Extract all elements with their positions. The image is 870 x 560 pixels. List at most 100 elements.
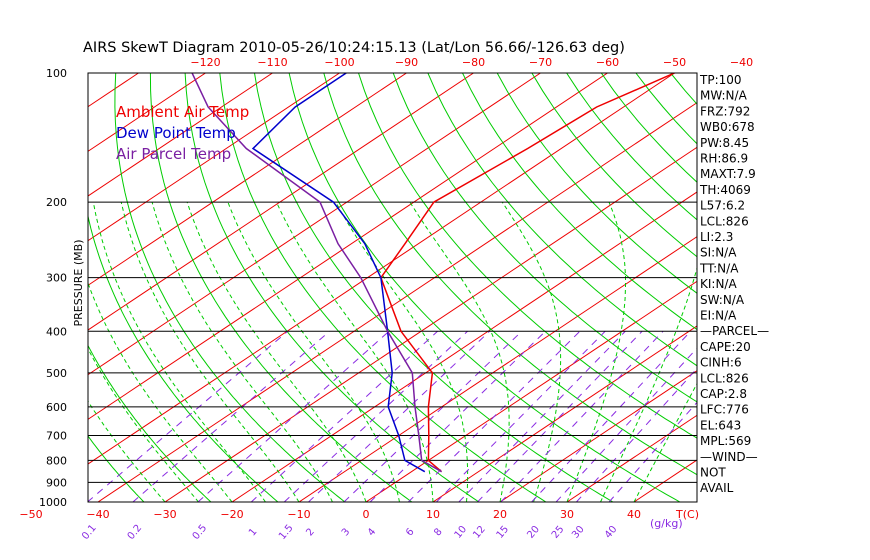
top-temp-tick-label: −70 — [529, 56, 552, 69]
stat-label: —WIND— — [700, 450, 758, 464]
series-line-ambient — [380, 73, 675, 473]
mixing-ratio-line — [197, 330, 390, 502]
bottom-temp-tick-label: 0 — [363, 508, 370, 521]
top-temp-tick-label: −100 — [324, 56, 354, 69]
mixing-ratio-line — [283, 330, 468, 502]
dry-adiabat-line — [323, 73, 697, 476]
pressure-tick-label: 800 — [46, 454, 67, 467]
mixing-ratio-tick-label: 6 — [404, 526, 417, 538]
pressure-tick-label: 100 — [46, 67, 67, 80]
legend-dew-point-temp: Dew Point Temp — [116, 124, 236, 142]
isotherm-line — [97, 102, 697, 502]
isotherm-line — [365, 280, 697, 502]
top-temp-tick-label: −50 — [663, 56, 686, 69]
bottom-temp-unit: T(C) — [675, 508, 699, 521]
mixing-ratio-tick-label: 4 — [366, 526, 379, 538]
top-temp-tick-label: −40 — [730, 56, 753, 69]
isotherm-line — [88, 73, 206, 152]
isotherm-line — [88, 73, 541, 376]
mixing-ratio-line — [308, 330, 490, 502]
stat-label: FRZ:792 — [700, 104, 750, 118]
isotherm-line — [432, 325, 697, 502]
top-temp-tick-label: −110 — [257, 56, 287, 69]
dry-adiabat-line — [531, 73, 697, 258]
stat-label: MPL:569 — [700, 434, 751, 448]
dry-adiabat-line — [184, 73, 480, 502]
plot-frame — [87, 72, 698, 503]
stat-label: EI:N/A — [700, 309, 737, 323]
isotherm-line — [566, 414, 697, 502]
isotherm-line — [298, 236, 697, 502]
mixing-ratio-line — [250, 330, 438, 502]
mixing-ratio-line — [132, 330, 330, 502]
stat-label: EL:643 — [700, 418, 741, 432]
stat-label: CINH:6 — [700, 356, 742, 370]
top-temp-tick-label: −90 — [395, 56, 418, 69]
mixing-ratio-line — [369, 330, 546, 502]
bottom-temp-tick-label: −20 — [220, 508, 243, 521]
bottom-temp-tick-label: −50 — [19, 508, 42, 521]
moist-adiabat-line — [600, 266, 697, 502]
isotherm-line — [88, 73, 474, 331]
pressure-tick-label: 500 — [46, 367, 67, 380]
isotherm-line — [88, 73, 340, 242]
stat-label: —PARCEL— — [700, 324, 769, 338]
legend-air-parcel-temp: Air Parcel Temp — [116, 145, 231, 163]
dry-adiabat-line — [219, 73, 547, 502]
stat-label: LCL:826 — [700, 371, 749, 385]
dry-adiabat-line — [496, 73, 697, 294]
stat-label: PW:8.45 — [700, 136, 749, 150]
moist-adiabat-line — [409, 201, 510, 502]
pressure-tick-label: 400 — [46, 325, 67, 338]
chart-title: AIRS SkewT Diagram 2010-05-26/10:24:15.1… — [83, 40, 625, 56]
mixing-ratio-tick-label: 1 — [247, 526, 260, 538]
stat-label: RH:86.9 — [700, 152, 748, 166]
pressure-tick-label: 300 — [46, 272, 67, 285]
stat-label: NOT — [700, 466, 726, 480]
pressure-tick-label: 900 — [46, 476, 67, 489]
mixing-ratio-tick-label: 3 — [340, 526, 353, 538]
mixing-ratio-line — [500, 330, 664, 502]
dry-adiabat-line — [88, 435, 145, 502]
mixing-ratio-line — [458, 330, 626, 502]
bottom-temp-tick-label: 30 — [560, 508, 574, 521]
dry-adiabat-line — [392, 73, 697, 403]
mixing-ratio-line — [88, 330, 289, 502]
dry-adiabat-line — [462, 73, 697, 331]
mixing-ratio-line — [343, 330, 523, 502]
top-temp-tick-label: −120 — [190, 56, 220, 69]
mixing-ratio-unit: (g/kg) — [650, 517, 683, 530]
stat-label: CAP:2.8 — [700, 387, 747, 401]
isotherm-line — [88, 73, 273, 197]
isotherm-line — [231, 191, 697, 502]
stat-label: SI:N/A — [700, 246, 737, 260]
pressure-tick-label: 700 — [46, 430, 67, 443]
mixing-ratio-tick-label: 2 — [304, 526, 317, 538]
isotherm-line — [164, 146, 697, 502]
stat-label: TT:N/A — [699, 261, 739, 275]
dry-adiabat-line — [427, 73, 697, 367]
stat-label: WB0:678 — [700, 120, 755, 134]
mixing-ratio-line — [407, 330, 581, 502]
moist-adiabat-line — [227, 201, 400, 502]
stat-label: MW:N/A — [700, 89, 748, 103]
mixing-ratio-line — [436, 330, 606, 502]
stat-label: AVAIL — [700, 481, 734, 495]
stat-label: LCL:826 — [700, 214, 749, 228]
bottom-temp-tick-label: −40 — [86, 508, 109, 521]
series-line-dew — [251, 73, 426, 473]
stat-label: MAXT:7.9 — [700, 167, 756, 181]
dry-adiabat-line — [88, 344, 212, 502]
bottom-temp-tick-label: −30 — [153, 508, 176, 521]
isotherm-line — [88, 73, 407, 286]
series-line-parcel — [191, 73, 442, 473]
isotherm-line — [88, 73, 675, 465]
stat-label: TP:100 — [699, 73, 742, 87]
stat-label: TH:4069 — [699, 183, 751, 197]
pressure-tick-label: 1000 — [39, 496, 67, 509]
bottom-temp-tick-label: 10 — [426, 508, 440, 521]
bottom-temp-tick-label: 40 — [627, 508, 641, 521]
stat-label: CAPE:20 — [700, 340, 751, 354]
isotherm-line — [88, 73, 608, 420]
